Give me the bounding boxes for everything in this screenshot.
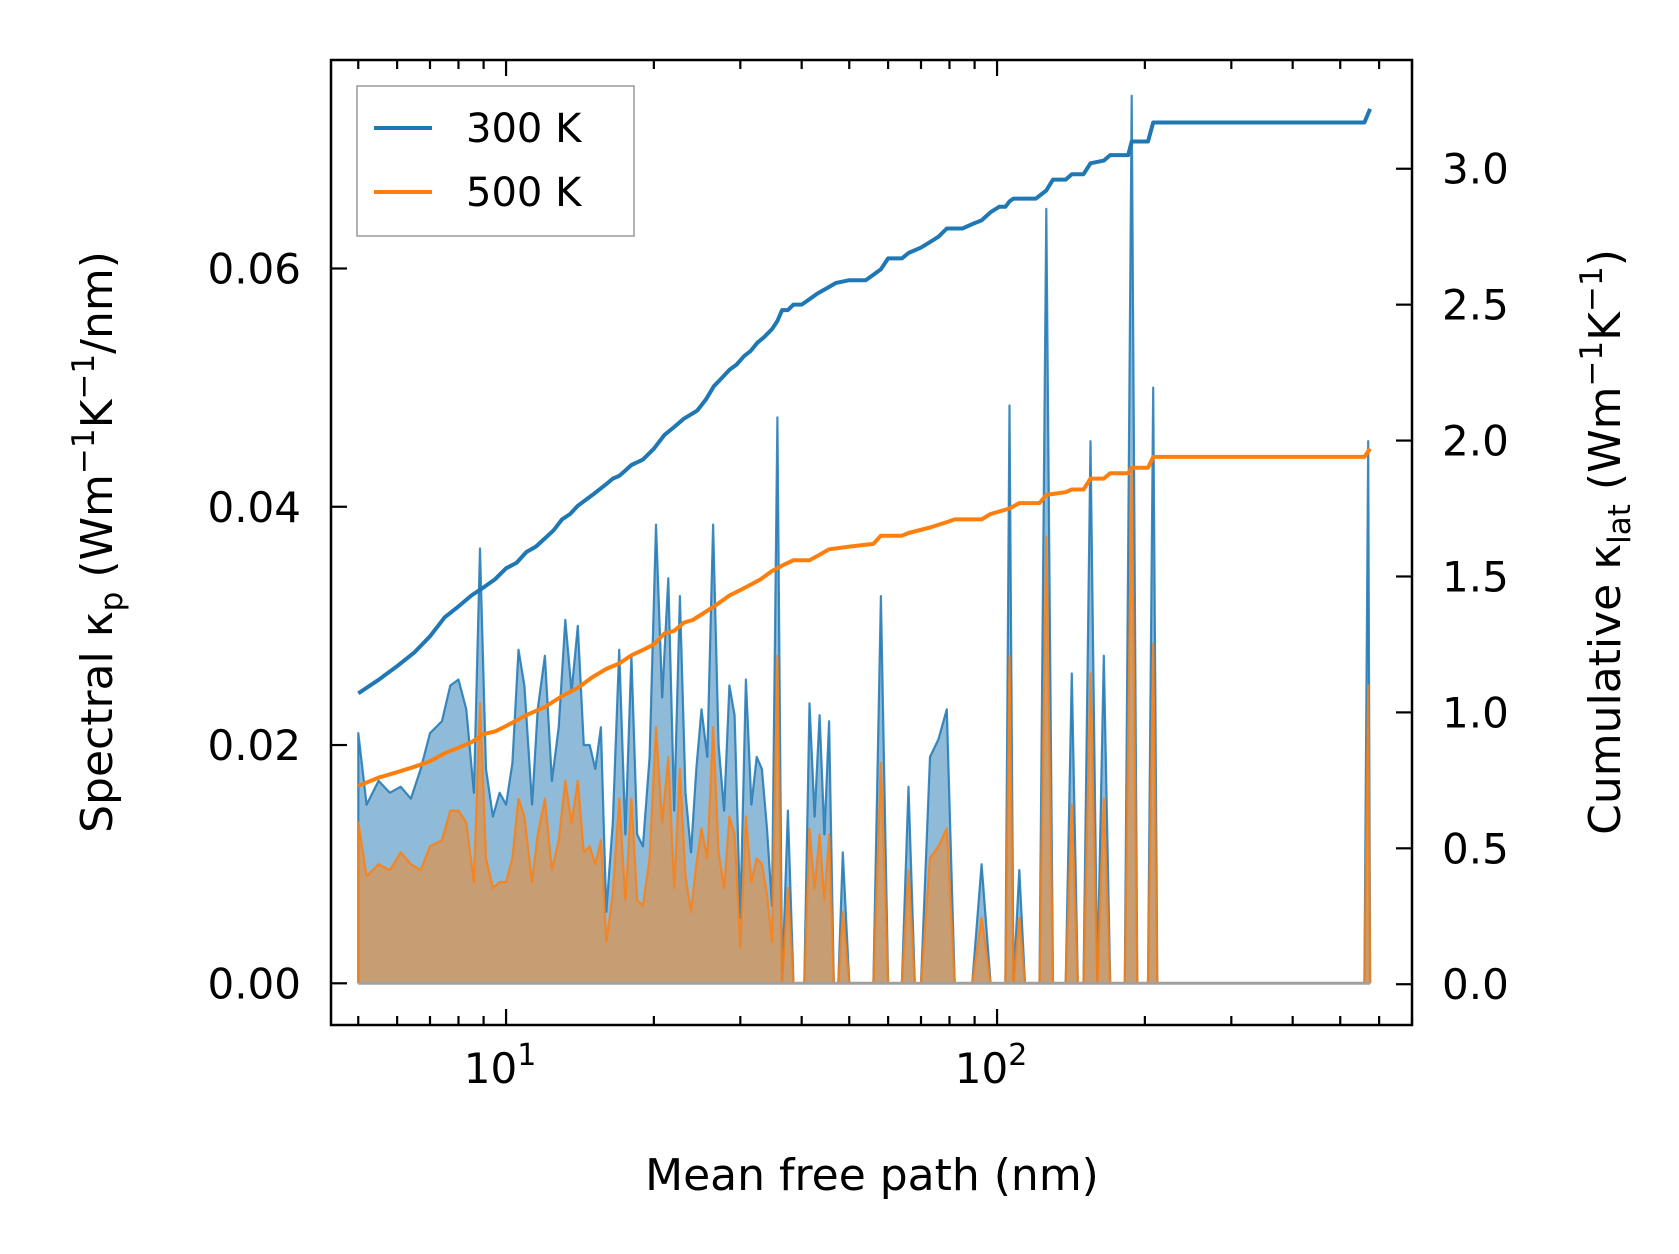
y-left-tick-label: 0.06 — [207, 244, 301, 293]
y-right-tick-label: 2.0 — [1442, 417, 1509, 466]
x-tick-label: 101 — [464, 1038, 537, 1093]
y-right-tick-label: 3.0 — [1442, 145, 1509, 194]
series-line-layer — [357, 108, 1372, 788]
y-left-axis-label: Spectral κp (Wm−1K−1/nm) — [66, 251, 130, 833]
y-right-tick-label: 1.0 — [1442, 688, 1509, 737]
spectral-fill-layer — [357, 94, 1372, 985]
cumulative-line-500k — [357, 447, 1372, 788]
y-left-tick-label: 0.02 — [207, 721, 301, 770]
spectral-area-500k — [358, 471, 1371, 984]
cumulative-line-300k — [357, 108, 1372, 696]
y-right-tick-label: 0.0 — [1442, 960, 1509, 1009]
y-left-tick-label: 0.04 — [207, 483, 301, 532]
x-axis-label: Mean free path (nm) — [645, 1150, 1099, 1201]
y-right-axis-label: Cumulative κlat (Wm−1K−1) — [1574, 249, 1638, 835]
legend-label-500k: 500 K — [466, 170, 583, 216]
legend-label-300k: 300 K — [466, 106, 583, 152]
spectral-line-300k — [357, 94, 1372, 985]
legend-box — [356, 85, 635, 237]
tick-layer — [331, 60, 1414, 1025]
y-left-tick-label: 0.00 — [207, 959, 301, 1008]
plot-frame — [329, 58, 1414, 1027]
spectral-line-500k — [357, 469, 1372, 985]
y-right-tick-label: 1.5 — [1442, 552, 1509, 601]
y-right-tick-label: 0.5 — [1442, 824, 1509, 873]
legend: 300 K 500 K — [356, 85, 635, 237]
y-right-tick-label: 2.5 — [1442, 281, 1509, 330]
x-tick-label: 102 — [955, 1038, 1028, 1093]
